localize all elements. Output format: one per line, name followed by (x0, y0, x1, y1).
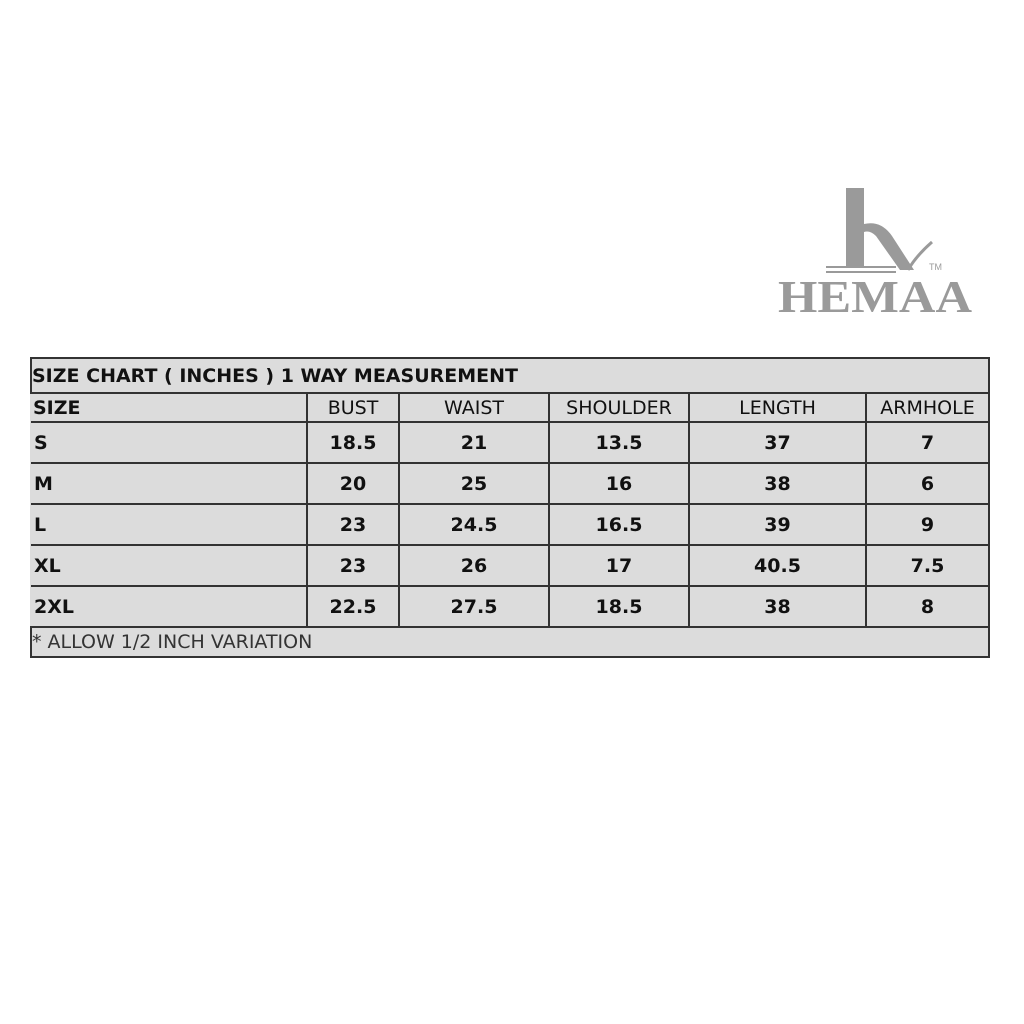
length-cell: 38 (688, 462, 867, 505)
waist-cell: 26 (398, 544, 550, 587)
table-row: L 23 24.5 16.5 39 9 (31, 503, 991, 546)
size-chart-table: SIZE CHART ( INCHES ) 1 WAY MEASUREMENT … (29, 357, 991, 658)
header-shoulder: SHOULDER (548, 392, 690, 423)
length-cell: 39 (688, 503, 867, 546)
bust-cell: 23 (306, 503, 400, 546)
shoulder-cell: 16 (548, 462, 690, 505)
brand-logo: TM HEMAA (776, 184, 976, 334)
size-cell: XL (31, 544, 308, 587)
bust-cell: 20 (306, 462, 400, 505)
bust-cell: 23 (306, 544, 400, 587)
bust-cell: 18.5 (306, 421, 400, 464)
table-row: 2XL 22.5 27.5 18.5 38 8 (31, 585, 991, 628)
header-row: SIZE BUST WAIST SHOULDER LENGTH ARMHOLE (31, 392, 991, 423)
header-bust: BUST (306, 392, 400, 423)
length-cell: 37 (688, 421, 867, 464)
armhole-cell: 7.5 (864, 544, 991, 587)
waist-cell: 27.5 (398, 585, 550, 628)
shoulder-cell: 13.5 (548, 421, 690, 464)
note-row: * ALLOW 1/2 INCH VARIATION (29, 626, 991, 658)
table-row: S 18.5 21 13.5 37 7 (31, 421, 991, 464)
header-size: SIZE (31, 392, 308, 423)
shoulder-cell: 16.5 (548, 503, 690, 546)
armhole-cell: 7 (864, 421, 991, 464)
header-waist: WAIST (398, 392, 550, 423)
waist-cell: 25 (398, 462, 550, 505)
shoulder-cell: 17 (548, 544, 690, 587)
svg-text:TM: TM (929, 262, 942, 272)
armhole-cell: 9 (864, 503, 991, 546)
bust-cell: 22.5 (306, 585, 400, 628)
svg-text:HEMAA: HEMAA (778, 271, 972, 322)
header-length: LENGTH (688, 392, 867, 423)
variation-note: * ALLOW 1/2 INCH VARIATION (29, 626, 991, 658)
waist-cell: 24.5 (398, 503, 550, 546)
shoulder-cell: 18.5 (548, 585, 690, 628)
table-title-row: SIZE CHART ( INCHES ) 1 WAY MEASUREMENT (29, 357, 991, 394)
header-armhole: ARMHOLE (864, 392, 991, 423)
waist-cell: 21 (398, 421, 550, 464)
table-row: M 20 25 16 38 6 (31, 462, 991, 505)
size-cell: L (31, 503, 308, 546)
size-cell: S (31, 421, 308, 464)
table-title: SIZE CHART ( INCHES ) 1 WAY MEASUREMENT (29, 357, 991, 394)
size-cell: 2XL (31, 585, 308, 628)
armhole-cell: 6 (864, 462, 991, 505)
length-cell: 38 (688, 585, 867, 628)
armhole-cell: 8 (864, 585, 991, 628)
table-row: XL 23 26 17 40.5 7.5 (31, 544, 991, 587)
length-cell: 40.5 (688, 544, 867, 587)
size-cell: M (31, 462, 308, 505)
